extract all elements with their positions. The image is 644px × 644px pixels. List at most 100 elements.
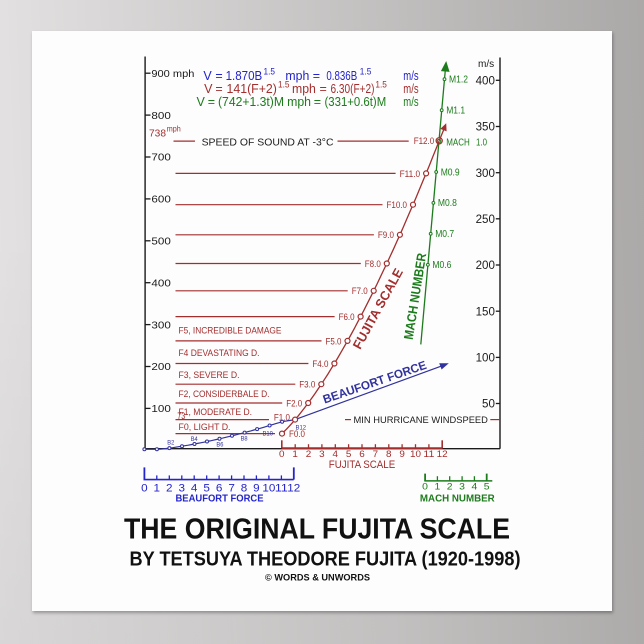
svg-text:400: 400: [476, 75, 495, 87]
svg-text:700: 700: [151, 152, 171, 164]
svg-text:6: 6: [216, 482, 223, 494]
svg-text:mph: mph: [167, 124, 181, 133]
svg-text:mph: mph: [287, 95, 311, 109]
svg-text:11: 11: [423, 449, 434, 459]
svg-text:THE ORIGINAL FUJITA SCALE: THE ORIGINAL FUJITA SCALE: [124, 514, 510, 546]
svg-text:5: 5: [484, 482, 490, 493]
svg-text:200: 200: [476, 260, 495, 272]
svg-text:M0.7: M0.7: [435, 228, 454, 240]
svg-text:400: 400: [151, 277, 171, 289]
svg-text:F2.0: F2.0: [286, 398, 302, 409]
svg-text:10: 10: [410, 449, 421, 459]
svg-text:12: 12: [287, 482, 300, 494]
svg-text:1.870B: 1.870B: [226, 69, 263, 83]
svg-text:8: 8: [386, 449, 392, 459]
svg-text:5: 5: [203, 482, 210, 494]
svg-text:F11.0: F11.0: [400, 169, 421, 180]
svg-text:200: 200: [151, 361, 171, 373]
svg-text:11: 11: [275, 482, 288, 494]
svg-text:2: 2: [306, 449, 312, 459]
svg-text:=: =: [320, 82, 327, 96]
svg-text:F3, SEVERE D.: F3, SEVERE D.: [179, 370, 240, 380]
svg-text:(742+1.3t)M: (742+1.3t)M: [218, 95, 284, 109]
svg-text:350: 350: [476, 122, 495, 134]
svg-text:6.30(F+2): 6.30(F+2): [331, 82, 375, 96]
svg-text:B2: B2: [167, 440, 175, 447]
svg-text:0: 0: [422, 482, 428, 493]
svg-text:F8.0: F8.0: [365, 259, 381, 270]
svg-text:150: 150: [476, 306, 495, 318]
svg-text:100: 100: [151, 403, 171, 415]
svg-text:B6: B6: [216, 442, 224, 449]
svg-text:M0.6: M0.6: [432, 259, 451, 271]
svg-text:M0.9: M0.9: [441, 166, 460, 178]
svg-text:M1.2: M1.2: [449, 74, 468, 86]
svg-text:=: =: [313, 69, 320, 83]
svg-text:9: 9: [399, 449, 405, 459]
svg-text:SPEED OF SOUND AT -3°C: SPEED OF SOUND AT -3°C: [202, 137, 334, 148]
svg-text:0: 0: [141, 482, 148, 494]
svg-text:3: 3: [459, 482, 465, 493]
svg-text:MACH: MACH: [446, 137, 470, 148]
svg-text:BEAUFORT FORCE: BEAUFORT FORCE: [321, 358, 428, 407]
svg-text:mph: mph: [292, 82, 316, 96]
svg-text:1: 1: [292, 449, 298, 459]
svg-text:12: 12: [437, 449, 448, 459]
svg-text:F10.0: F10.0: [387, 200, 408, 211]
svg-text:=: =: [208, 95, 215, 109]
svg-text:MIN HURRICANE WINDSPEED: MIN HURRICANE WINDSPEED: [354, 415, 489, 426]
svg-text:BEAUFORT FORCE: BEAUFORT FORCE: [176, 494, 264, 505]
svg-text:F4.0: F4.0: [312, 359, 328, 370]
svg-text:3: 3: [319, 449, 325, 459]
svg-text:73: 73: [177, 411, 185, 421]
svg-text:F12.0: F12.0: [414, 136, 435, 147]
svg-text:4: 4: [333, 449, 339, 459]
svg-text:M1.1: M1.1: [446, 105, 465, 117]
svg-text:F3.0: F3.0: [299, 380, 315, 391]
svg-text:MACH NUMBER: MACH NUMBER: [420, 494, 496, 505]
svg-text:F9.0: F9.0: [378, 230, 394, 241]
svg-text:250: 250: [476, 214, 495, 226]
svg-text:B10: B10: [262, 430, 273, 437]
svg-text:F5, INCREDIBLE DAMAGE: F5, INCREDIBLE DAMAGE: [179, 326, 282, 336]
svg-text:500: 500: [151, 236, 171, 248]
svg-text:F2, CONSIDERBALE D.: F2, CONSIDERBALE D.: [179, 389, 270, 399]
svg-text:9: 9: [253, 482, 260, 494]
svg-text:F0.0: F0.0: [289, 429, 305, 440]
svg-text:M0.8: M0.8: [438, 197, 457, 209]
svg-text:F1.0: F1.0: [274, 413, 290, 424]
svg-text:=: =: [215, 69, 222, 83]
svg-text:1.5: 1.5: [375, 80, 387, 90]
svg-text:0: 0: [279, 449, 285, 459]
svg-text:FUJITA SCALE: FUJITA SCALE: [349, 265, 406, 351]
svg-text:B8: B8: [241, 435, 249, 442]
svg-text:m/s: m/s: [478, 58, 494, 70]
svg-text:10: 10: [262, 482, 275, 494]
svg-text:1.5: 1.5: [278, 80, 290, 90]
svg-text:F0, LIGHT D.: F0, LIGHT D.: [179, 422, 231, 432]
svg-text:B4: B4: [191, 436, 199, 443]
svg-text:300: 300: [476, 168, 495, 180]
svg-text:FUJITA SCALE: FUJITA SCALE: [329, 459, 395, 471]
svg-text:F4 DEVASTATING D.: F4 DEVASTATING D.: [179, 348, 260, 358]
svg-text:1.5: 1.5: [264, 67, 276, 77]
svg-text:© WORDS & UNWORDS: © WORDS & UNWORDS: [265, 573, 370, 583]
svg-text:7: 7: [373, 449, 379, 459]
svg-text:B12: B12: [296, 424, 307, 431]
svg-text:F5.0: F5.0: [326, 336, 342, 347]
svg-text:600: 600: [151, 194, 171, 206]
svg-text:V: V: [203, 69, 212, 83]
svg-text:=: =: [314, 95, 321, 109]
svg-text:1: 1: [435, 482, 441, 493]
svg-text:F6.0: F6.0: [339, 312, 355, 323]
svg-text:100: 100: [476, 353, 495, 365]
svg-text:141(F+2): 141(F+2): [227, 82, 277, 96]
svg-text:mph: mph: [285, 69, 309, 83]
svg-text:2: 2: [166, 482, 173, 494]
svg-text:4: 4: [191, 482, 198, 494]
svg-text:V: V: [204, 82, 213, 96]
svg-text:8: 8: [241, 482, 248, 494]
svg-text:1.5: 1.5: [360, 67, 372, 77]
svg-text:3: 3: [179, 482, 186, 494]
svg-text:F7.0: F7.0: [352, 286, 368, 297]
